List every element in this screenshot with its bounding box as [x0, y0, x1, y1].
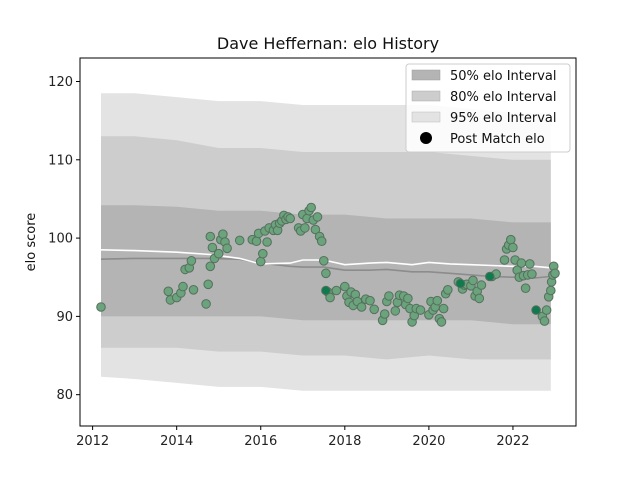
data-point: [178, 281, 188, 292]
y-tick-label: 90: [56, 310, 73, 325]
x-tick-label: 2014: [160, 434, 193, 449]
data-point: [468, 275, 478, 286]
data-point: [379, 309, 390, 319]
data-point: [369, 304, 380, 315]
data-point: [432, 295, 443, 306]
x-tick-label: 2020: [412, 434, 445, 449]
data-point: [525, 259, 535, 269]
data-point: [438, 303, 449, 314]
data-point-highlight: [321, 285, 331, 296]
data-point: [539, 316, 550, 326]
data-point: [506, 234, 516, 245]
x-tick-label: 2018: [328, 434, 361, 449]
data-point: [436, 317, 447, 327]
data-point: [474, 293, 485, 304]
x-axis: 2012 2014 2016 2018 2020 2022: [76, 426, 529, 449]
data-point: [96, 302, 106, 312]
data-point: [213, 248, 224, 259]
data-point: [285, 213, 296, 224]
data-point: [527, 269, 537, 279]
data-point: [203, 279, 213, 290]
legend-box: [405, 63, 571, 153]
data-point: [331, 285, 342, 296]
data-point: [312, 212, 323, 222]
data-point: [319, 256, 329, 266]
legend-swatch-95: [411, 111, 441, 123]
data-point: [443, 285, 453, 295]
data-point: [516, 258, 527, 268]
legend-swatch-80: [411, 90, 441, 102]
data-point: [186, 256, 197, 266]
data-point: [222, 243, 232, 254]
data-point: [546, 285, 556, 296]
data-point: [365, 295, 375, 306]
data-point: [207, 242, 218, 253]
data-point: [306, 202, 317, 213]
data-point: [325, 292, 335, 303]
data-point-highlight: [531, 305, 541, 315]
legend-marker-post-match: [420, 132, 432, 144]
legend: 50% elo Interval 80% elo Interval 95% el…: [405, 63, 571, 153]
data-point-highlight: [485, 271, 495, 282]
x-tick-label: 2016: [244, 434, 277, 449]
chart-title: Dave Heffernan: elo History: [217, 34, 439, 53]
data-point: [340, 281, 350, 292]
post-match-points: [96, 202, 560, 327]
legend-label-95: 95% elo Interval: [450, 111, 557, 126]
y-axis: 80 90 100 110 120: [48, 75, 80, 403]
data-point: [356, 302, 367, 312]
data-point: [476, 280, 487, 290]
legend-label-80: 80% elo Interval: [450, 90, 557, 105]
data-point-highlight: [455, 278, 466, 289]
plot-area: [96, 93, 560, 391]
data-point: [255, 256, 266, 267]
data-point: [390, 306, 401, 316]
x-tick-label: 2012: [76, 434, 109, 449]
data-point: [316, 236, 327, 246]
data-point: [262, 237, 272, 247]
data-point: [321, 268, 331, 279]
data-point: [201, 299, 211, 309]
plot-frame: [79, 57, 577, 427]
data-point: [541, 305, 552, 315]
data-point: [403, 293, 413, 304]
data-point: [310, 224, 321, 235]
data-point: [188, 285, 199, 295]
y-tick-label: 110: [48, 153, 73, 168]
data-point: [234, 235, 245, 246]
y-tick-label: 80: [56, 388, 73, 403]
data-point: [300, 223, 310, 233]
y-axis-label: elo score: [24, 213, 39, 272]
data-point: [205, 261, 216, 272]
data-point: [258, 248, 268, 259]
x-tick-label: 2022: [496, 434, 529, 449]
legend-label-post-match: Post Match elo: [450, 132, 545, 147]
data-point: [163, 286, 174, 297]
data-point: [520, 283, 531, 294]
data-point: [205, 231, 216, 242]
data-point: [384, 291, 394, 301]
data-point: [499, 255, 510, 265]
y-tick-label: 100: [48, 232, 73, 247]
data-point: [508, 242, 518, 253]
data-point: [218, 229, 228, 239]
data-point: [415, 305, 426, 315]
data-point: [550, 268, 560, 279]
data-point: [251, 236, 262, 246]
legend-swatch-50: [411, 69, 441, 81]
legend-label-50: 50% elo Interval: [450, 69, 557, 84]
y-tick-label: 120: [48, 75, 73, 90]
